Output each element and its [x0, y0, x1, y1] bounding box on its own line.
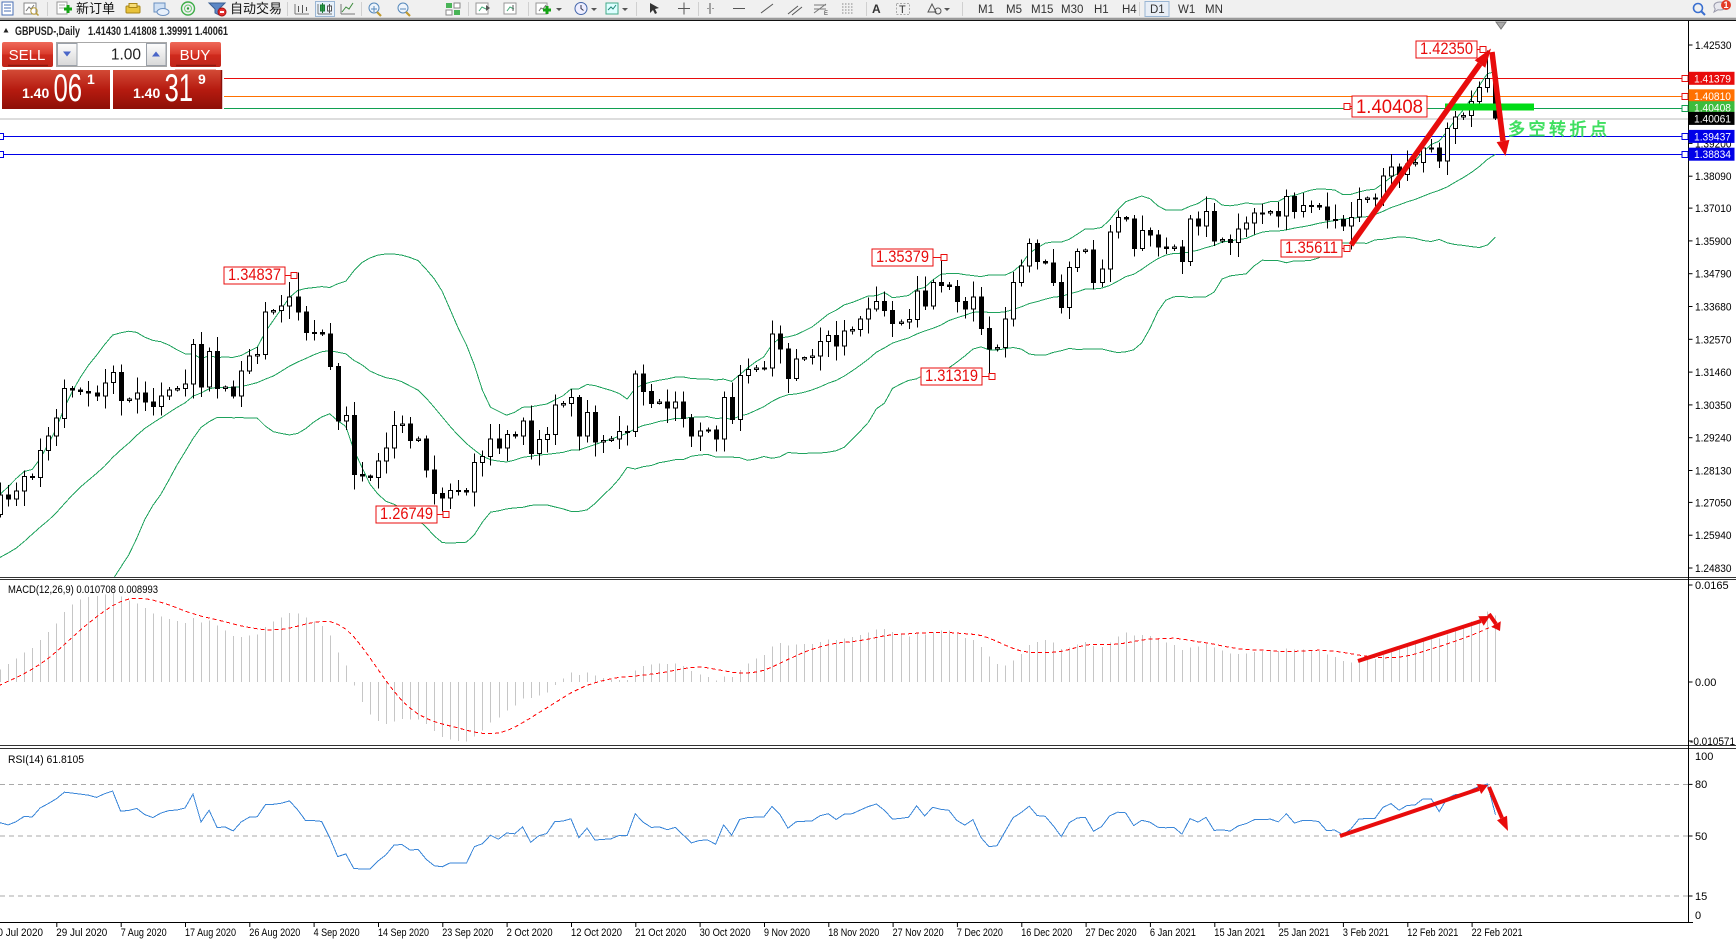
svg-text:14 Sep 2020: 14 Sep 2020 [378, 927, 429, 939]
svg-text:1.41430 1.41808 1.39991 1.4006: 1.41430 1.41808 1.39991 1.40061 [88, 24, 228, 38]
svg-text:1.34790: 1.34790 [1695, 269, 1732, 281]
svg-text:E: E [824, 11, 828, 17]
svg-text:新订单: 新订单 [76, 1, 115, 16]
svg-text:26 Aug 2020: 26 Aug 2020 [249, 927, 300, 939]
svg-text:M1: M1 [978, 4, 994, 16]
svg-text:0.0165: 0.0165 [1695, 580, 1729, 592]
svg-text:3 Feb 2021: 3 Feb 2021 [1343, 927, 1389, 939]
svg-text:17 Aug 2020: 17 Aug 2020 [185, 927, 236, 939]
svg-text:多空转折点: 多空转折点 [1508, 119, 1611, 139]
svg-text:9: 9 [198, 71, 206, 87]
svg-text:1.40: 1.40 [133, 85, 160, 101]
svg-text:1.40810: 1.40810 [1694, 91, 1731, 103]
svg-text:1.38834: 1.38834 [1694, 149, 1731, 161]
svg-text:18 Nov 2020: 18 Nov 2020 [828, 927, 879, 939]
svg-text:6 Jan 2021: 6 Jan 2021 [1150, 927, 1196, 939]
svg-text:15: 15 [1695, 891, 1707, 903]
svg-text:50: 50 [1695, 831, 1707, 843]
svg-text:27 Nov 2020: 27 Nov 2020 [893, 927, 944, 939]
svg-text:27 Dec 2020: 27 Dec 2020 [1086, 927, 1137, 939]
svg-text:9 Nov 2020: 9 Nov 2020 [764, 927, 810, 939]
svg-text:12 Oct 2020: 12 Oct 2020 [571, 927, 622, 939]
svg-text:RSI(14) 61.8105: RSI(14) 61.8105 [8, 754, 84, 766]
svg-text:1.40408: 1.40408 [1694, 103, 1731, 115]
svg-text:-0.010571: -0.010571 [1690, 736, 1735, 748]
svg-text:30 Oct 2020: 30 Oct 2020 [700, 927, 751, 939]
svg-text:23 Sep 2020: 23 Sep 2020 [442, 927, 493, 939]
svg-text:80: 80 [1695, 779, 1707, 791]
svg-text:1.42350: 1.42350 [1420, 40, 1473, 58]
svg-text:7 Dec 2020: 7 Dec 2020 [957, 927, 1003, 939]
svg-text:1.40061: 1.40061 [1694, 113, 1731, 125]
svg-text:1.38090: 1.38090 [1695, 171, 1732, 183]
svg-text:1.24830: 1.24830 [1695, 563, 1732, 575]
svg-text:M15: M15 [1031, 4, 1053, 16]
svg-text:1.40: 1.40 [22, 85, 49, 101]
svg-text:100: 100 [1695, 751, 1713, 763]
svg-text:MACD(12,26,9) 0.010708 0.00899: MACD(12,26,9) 0.010708 0.008993 [8, 584, 158, 596]
svg-text:31: 31 [165, 67, 194, 111]
svg-text:1.00: 1.00 [111, 47, 142, 64]
svg-text:1.31460: 1.31460 [1695, 367, 1732, 379]
svg-text:1.25940: 1.25940 [1695, 530, 1732, 542]
svg-text:12 Feb 2021: 12 Feb 2021 [1407, 927, 1458, 939]
svg-text:H4: H4 [1122, 4, 1137, 16]
svg-text:T: T [899, 4, 906, 16]
svg-text:1.31319: 1.31319 [925, 367, 978, 385]
svg-text:1.35379: 1.35379 [876, 248, 929, 266]
svg-text:SELL: SELL [9, 47, 46, 64]
svg-text:1: 1 [1723, 0, 1728, 10]
svg-text:1.26749: 1.26749 [380, 505, 433, 523]
svg-text:20 Jul 2020: 20 Jul 2020 [0, 927, 43, 939]
svg-text:W1: W1 [1178, 4, 1195, 16]
svg-text:1.32570: 1.32570 [1695, 334, 1732, 346]
svg-text:4 Sep 2020: 4 Sep 2020 [314, 927, 360, 939]
svg-text:21 Oct 2020: 21 Oct 2020 [635, 927, 686, 939]
svg-text:15 Jan 2021: 15 Jan 2021 [1214, 927, 1265, 939]
svg-text:1.39437: 1.39437 [1694, 131, 1731, 143]
svg-text:H1: H1 [1094, 4, 1109, 16]
svg-text:1.35611: 1.35611 [1285, 239, 1338, 257]
svg-text:1.28130: 1.28130 [1695, 466, 1732, 478]
svg-text:MN: MN [1205, 4, 1223, 16]
svg-text:M5: M5 [1006, 4, 1022, 16]
svg-text:1.29240: 1.29240 [1695, 433, 1732, 445]
svg-text:D1: D1 [1150, 4, 1165, 16]
svg-text:1.33680: 1.33680 [1695, 302, 1732, 314]
svg-text:06: 06 [54, 67, 83, 111]
svg-text:1: 1 [87, 71, 95, 87]
svg-text:1.27050: 1.27050 [1695, 497, 1732, 509]
svg-text:A: A [872, 2, 881, 16]
svg-text:22 Feb 2021: 22 Feb 2021 [1472, 927, 1523, 939]
svg-text:2 Oct 2020: 2 Oct 2020 [507, 927, 553, 939]
svg-text:1.35900: 1.35900 [1695, 236, 1732, 248]
svg-text:M30: M30 [1061, 4, 1083, 16]
svg-text:1.34837: 1.34837 [228, 266, 281, 284]
svg-text:0: 0 [1695, 910, 1701, 922]
svg-text:29 Jul 2020: 29 Jul 2020 [56, 927, 107, 939]
svg-text:7 Aug 2020: 7 Aug 2020 [121, 927, 167, 939]
svg-text:1.30350: 1.30350 [1695, 400, 1732, 412]
svg-text:1.42530: 1.42530 [1695, 40, 1732, 52]
svg-text:自动交易: 自动交易 [230, 1, 282, 16]
svg-text:1.37010: 1.37010 [1695, 203, 1732, 215]
svg-text:0.00: 0.00 [1695, 677, 1716, 689]
svg-text:16 Dec 2020: 16 Dec 2020 [1021, 927, 1072, 939]
svg-text:25 Jan 2021: 25 Jan 2021 [1279, 927, 1330, 939]
svg-text:GBPUSD-,Daily: GBPUSD-,Daily [15, 24, 80, 38]
svg-text:1.40408: 1.40408 [1356, 97, 1423, 118]
svg-text:BUY: BUY [180, 47, 211, 64]
svg-text:1.41379: 1.41379 [1694, 73, 1731, 85]
